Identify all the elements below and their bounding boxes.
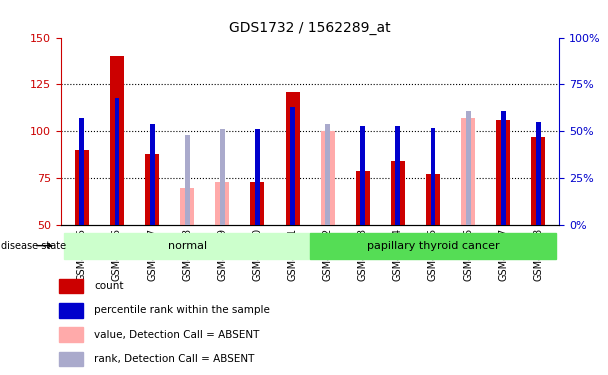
Bar: [290, 107, 295, 225]
Bar: [145, 154, 159, 225]
Bar: [466, 111, 471, 225]
Bar: [531, 137, 545, 225]
Bar: [180, 188, 194, 225]
Bar: [110, 56, 124, 225]
Bar: [501, 111, 506, 225]
Text: count: count: [94, 281, 123, 291]
Text: papillary thyroid cancer: papillary thyroid cancer: [367, 241, 499, 250]
Bar: [60, 327, 83, 342]
Bar: [356, 171, 370, 225]
Text: value, Detection Call = ABSENT: value, Detection Call = ABSENT: [94, 330, 260, 340]
Bar: [215, 182, 229, 225]
Bar: [60, 279, 83, 293]
Bar: [250, 182, 264, 225]
Text: rank, Detection Call = ABSENT: rank, Detection Call = ABSENT: [94, 354, 255, 364]
Bar: [320, 131, 334, 225]
Bar: [426, 174, 440, 225]
Bar: [64, 232, 310, 259]
Title: GDS1732 / 1562289_at: GDS1732 / 1562289_at: [229, 21, 391, 35]
Bar: [461, 118, 475, 225]
Text: disease state: disease state: [1, 241, 66, 250]
Bar: [60, 352, 83, 366]
Bar: [255, 129, 260, 225]
Bar: [220, 129, 225, 225]
Bar: [286, 92, 300, 225]
Bar: [536, 122, 541, 225]
Bar: [60, 303, 83, 318]
Text: percentile rank within the sample: percentile rank within the sample: [94, 305, 270, 315]
Bar: [185, 135, 190, 225]
Bar: [75, 150, 89, 225]
Bar: [361, 126, 365, 225]
Bar: [80, 118, 85, 225]
Bar: [114, 98, 119, 225]
Bar: [496, 120, 510, 225]
Bar: [391, 161, 405, 225]
Bar: [325, 124, 330, 225]
Bar: [430, 128, 435, 225]
Bar: [395, 126, 400, 225]
Bar: [310, 232, 556, 259]
Text: normal: normal: [168, 241, 207, 250]
Bar: [150, 124, 154, 225]
